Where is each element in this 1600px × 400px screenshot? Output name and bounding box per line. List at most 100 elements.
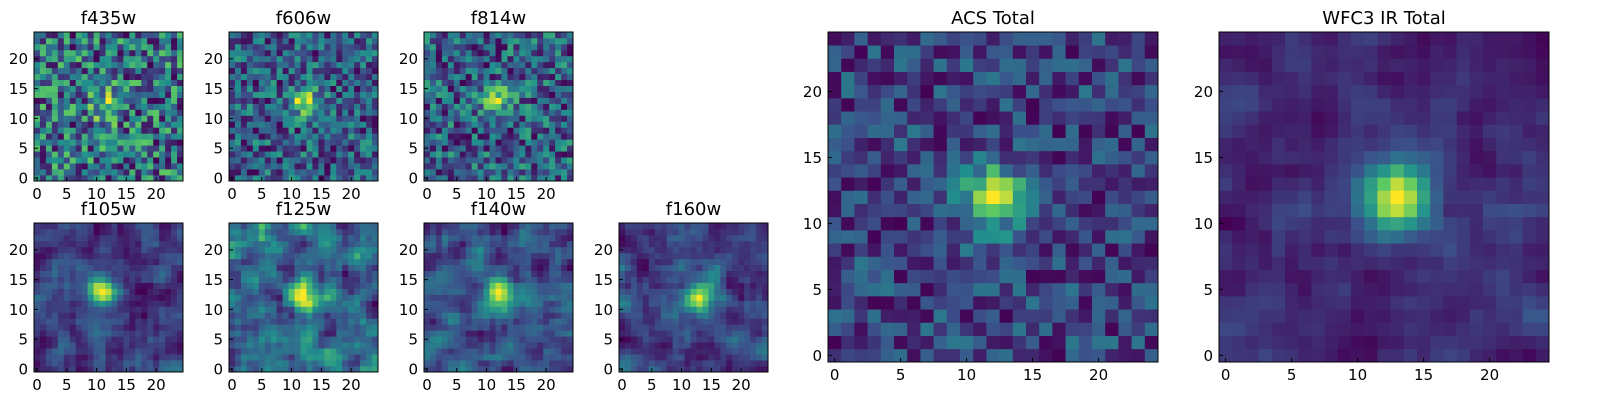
heatmap-cell (1131, 256, 1146, 270)
heatmap-cell (435, 145, 443, 152)
heatmap-cell (246, 348, 254, 355)
heatmap-cell (105, 109, 112, 116)
heatmap-cell (561, 330, 568, 337)
heatmap-cell (672, 228, 679, 236)
heatmap-cell (549, 97, 556, 104)
heatmap-cell (165, 97, 172, 104)
heatmap-cell (630, 264, 638, 272)
heatmap-cell (867, 203, 882, 218)
heatmap-cell (537, 318, 544, 325)
heatmap-cell (429, 163, 437, 170)
heatmap-cell (105, 258, 112, 266)
heatmap-cell (264, 294, 272, 301)
heatmap-cell (117, 55, 124, 63)
heatmap-cell (756, 300, 763, 307)
heatmap-cell (360, 139, 367, 146)
heatmap-cell (240, 139, 248, 146)
heatmap-cell (854, 269, 868, 284)
heatmap-cell (165, 55, 172, 63)
heatmap-cell (93, 55, 100, 63)
heatmap-cell (894, 348, 908, 363)
heatmap-cell (762, 318, 769, 325)
heatmap-cell (234, 127, 242, 134)
heatmap-cell (624, 354, 632, 361)
heatmap-cell (300, 37, 307, 45)
heatmap-cell (45, 127, 53, 134)
heatmap-cell (1144, 124, 1159, 138)
heatmap-cell (123, 246, 130, 254)
heatmap-cell (543, 133, 550, 140)
heatmap-cell (441, 330, 449, 337)
heatmap-cell (360, 73, 367, 81)
heatmap-cell (453, 49, 461, 57)
heatmap-cell (1026, 177, 1040, 191)
heatmap-cell (841, 124, 855, 138)
heatmap-cell (720, 348, 727, 355)
heatmap-cell (324, 139, 331, 146)
heatmap-cell (342, 145, 349, 152)
heatmap-cell (135, 169, 142, 176)
heatmap-cell (360, 366, 367, 373)
heatmap-cell (165, 49, 172, 57)
heatmap-cell (318, 103, 325, 110)
heatmap-cell (330, 240, 337, 248)
heatmap-cell (99, 354, 106, 361)
heatmap-cell (147, 49, 154, 57)
heatmap-cell (684, 318, 691, 325)
heatmap-cell (465, 157, 473, 164)
heatmap-cell (147, 252, 154, 260)
heatmap-cell (171, 115, 178, 122)
heatmap-cell (39, 61, 47, 69)
heatmap-cell (270, 336, 278, 343)
f140w-cells (424, 223, 574, 373)
heatmap-cell (880, 164, 895, 178)
heatmap-cell (507, 133, 514, 140)
heatmap-cell (549, 103, 556, 110)
heatmap-cell (300, 139, 307, 146)
heatmap-cell (513, 223, 520, 230)
heatmap-cell (51, 270, 59, 277)
heatmap-cell (129, 115, 136, 122)
heatmap-cell (111, 37, 118, 45)
heatmap-cell (702, 366, 709, 373)
heatmap-cell (111, 97, 118, 104)
heatmap-cell (1131, 348, 1146, 363)
x-tick-label: 5 (257, 185, 267, 203)
heatmap-cell (240, 43, 248, 51)
heatmap-cell (159, 336, 166, 343)
heatmap-cell (234, 294, 242, 301)
heatmap-cell (537, 366, 544, 373)
heatmap-cell (465, 127, 473, 134)
heatmap-cell (93, 73, 100, 81)
heatmap-cell (153, 133, 160, 140)
heatmap-cell (69, 145, 77, 152)
heatmap-cell (336, 342, 343, 349)
heatmap-cell (666, 223, 673, 230)
heatmap-cell (57, 223, 65, 230)
heatmap-cell (75, 115, 83, 122)
heatmap-cell (75, 354, 83, 361)
heatmap-cell (372, 360, 379, 367)
heatmap-cell (135, 330, 142, 337)
heatmap-cell (117, 169, 124, 176)
heatmap-cell (87, 49, 94, 57)
heatmap-cell (300, 103, 307, 110)
heatmap-cell (366, 43, 373, 51)
heatmap-cell (424, 300, 431, 307)
heatmap-cell (99, 49, 106, 57)
heatmap-cell (171, 252, 178, 260)
heatmap-cell (986, 230, 1000, 244)
heatmap-cell (93, 49, 100, 57)
heatmap-cell (708, 264, 715, 272)
heatmap-cell (756, 240, 763, 248)
heatmap-cell (1065, 309, 1080, 323)
heatmap-cell (366, 67, 373, 75)
heatmap-cell (624, 270, 632, 277)
heatmap-cell (270, 342, 278, 349)
heatmap-cell (87, 103, 94, 110)
heatmap-cell (45, 85, 53, 92)
heatmap-cell (171, 37, 178, 45)
heatmap-cell (867, 335, 882, 350)
heatmap-cell (111, 43, 118, 51)
heatmap-cell (306, 37, 313, 45)
